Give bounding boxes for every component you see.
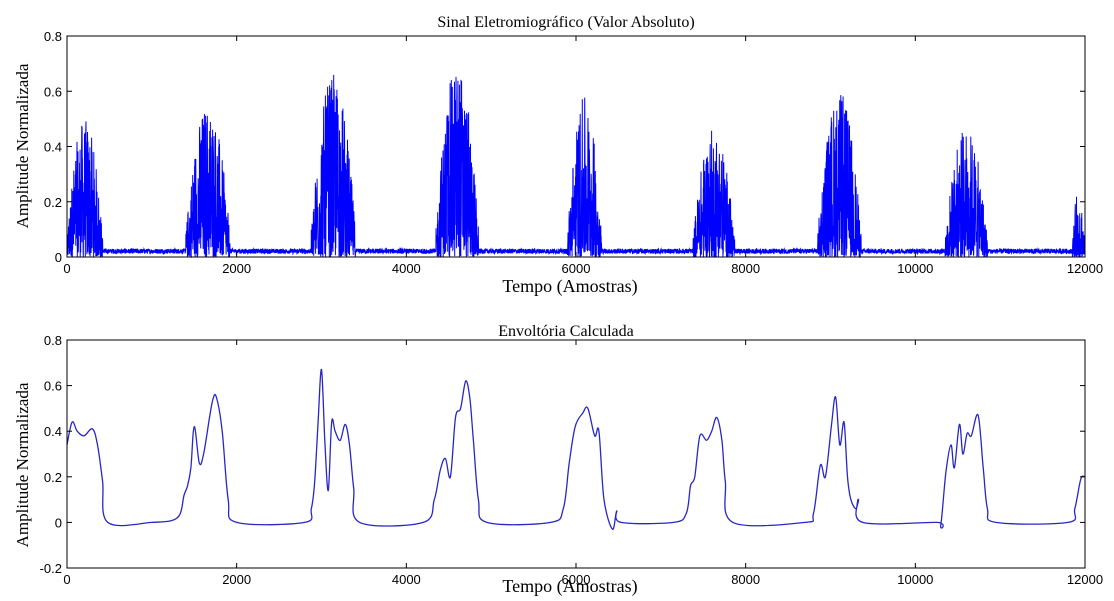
envelope-y-tick-label: 0.4 [44, 424, 62, 439]
envelope-axes-frame [66, 339, 1086, 569]
envelope-x-axis-label: Tempo (Amostras) [502, 576, 637, 597]
emg-signal-x-ticks: 0 2000 4000 6000 8000 10000 12000 [63, 36, 1103, 276]
emg-signal-x-tick-label: 10000 [897, 261, 933, 276]
emg-signal-x-tick-label: 12000 [1067, 261, 1103, 276]
emg-signal-y-ticks: 0 0.2 0.4 0.6 0.8 [44, 29, 1085, 265]
emg-signal-line [66, 74, 1086, 259]
emg-signal-x-tick-label: 6000 [562, 261, 591, 276]
envelope-x-tick-label: 4000 [392, 572, 421, 587]
envelope-y-tick-label: 0.2 [44, 470, 62, 485]
envelope-x-tick-label: 8000 [731, 572, 760, 587]
envelope-panel: Envoltória Calculada 0 2000 4000 6000 8000 10… [13, 323, 1103, 597]
envelope-line [66, 368, 1086, 530]
emg-signal-y-axis-label: Amplitude Normalizada [13, 63, 32, 228]
envelope-x-tick-label: 10000 [897, 572, 933, 587]
envelope-y-tick-label: 0 [55, 515, 62, 530]
envelope-title: Envoltória Calculada [498, 323, 634, 340]
envelope-y-ticks: -0.2 0 0.2 0.4 0.6 0.8 [40, 333, 1085, 576]
envelope-x-tick-label: 12000 [1067, 572, 1103, 587]
emg-signal-y-tick-label: 0.6 [44, 84, 62, 99]
envelope-x-tick-label: 6000 [562, 572, 591, 587]
emg-signal-plot-area [66, 74, 1086, 259]
emg-signal-y-tick-label: 0.2 [44, 195, 62, 210]
envelope-plot-area [66, 368, 1086, 530]
emg-signal-title: Sinal Eletromiográfico (Valor Absoluto) [437, 14, 694, 31]
emg-signal-x-tick-label: 8000 [731, 261, 760, 276]
emg-signal-x-axis-label: Tempo (Amostras) [502, 276, 637, 297]
emg-signal-x-tick-label: 2000 [222, 261, 251, 276]
envelope-y-tick-label: -0.2 [40, 561, 62, 576]
envelope-y-axis-label: Amplitude Normalizada [13, 382, 32, 547]
envelope-y-tick-label: 0.8 [44, 333, 62, 348]
emg-signal-y-tick-label: 0.4 [44, 140, 62, 155]
emg-signal-panel: Sinal Eletromiográfico (Valor Absoluto) … [13, 14, 1103, 297]
envelope-x-tick-label: 0 [63, 572, 70, 587]
emg-signal-x-tick-label: 0 [63, 261, 70, 276]
envelope-x-tick-label: 2000 [222, 572, 251, 587]
emg-signal-y-tick-label: 0 [55, 250, 62, 265]
emg-signal-x-tick-label: 4000 [392, 261, 421, 276]
envelope-x-ticks: 0 2000 4000 6000 8000 10000 12000 [63, 340, 1103, 587]
emg-signal-y-tick-label: 0.8 [44, 29, 62, 44]
envelope-y-tick-label: 0.6 [44, 379, 62, 394]
